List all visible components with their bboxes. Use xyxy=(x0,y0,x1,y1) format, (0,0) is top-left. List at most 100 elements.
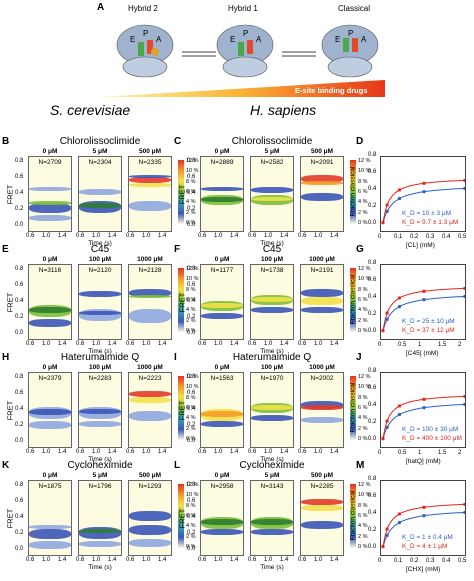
colorbar-tick: 6 % xyxy=(186,512,196,519)
fret-contour-panel: N=2002 xyxy=(300,372,344,448)
trace-count: N=1970 xyxy=(260,375,284,382)
fret-tick: 0.8 xyxy=(15,266,24,272)
time-tick: 1.0 xyxy=(264,341,273,347)
species-right: H. sapiens xyxy=(250,102,317,118)
fret-contour-panel: N=1177 xyxy=(200,264,244,340)
colorbar-tick: 8 % xyxy=(186,178,196,185)
fraction-data-point xyxy=(385,419,389,423)
fret-tick: 0.8 xyxy=(187,374,196,380)
fret-tick: 0.0 xyxy=(187,330,196,336)
time-tick: 1.4 xyxy=(230,557,239,563)
fret-density-band xyxy=(301,521,343,529)
fret-density-band xyxy=(301,417,343,423)
time-tick: 1.4 xyxy=(158,449,167,455)
fret-tick: 0.4 xyxy=(187,514,196,520)
drug-arrow-label: E-site binding drugs xyxy=(295,86,368,95)
fret-contour-panel: N=1970 xyxy=(250,372,294,448)
colorbar-tick: 2 % xyxy=(186,209,196,216)
fraction-x-tick: 1 xyxy=(418,342,422,348)
concentration-label: 500 μM xyxy=(138,472,162,479)
concentration-label: 0 μM xyxy=(42,364,58,371)
time-tick: 1.4 xyxy=(158,341,167,347)
trace-count: N=2120 xyxy=(88,267,112,274)
trace-count: N=2223 xyxy=(138,375,162,382)
fret-tick: 0.2 xyxy=(15,530,24,536)
fraction-data-point xyxy=(397,305,401,309)
trace-count: N=2285 xyxy=(310,483,334,490)
colorbar-tick: 6 % xyxy=(358,188,368,195)
time-tick: 0.6 xyxy=(126,449,135,455)
colorbar-tick: 8 % xyxy=(186,502,196,509)
fret-contour-panel: N=2223 xyxy=(128,372,172,448)
concentration-label: 500 μM xyxy=(138,148,162,155)
time-tick: 1.4 xyxy=(230,449,239,455)
colorbar-tick: 10 % xyxy=(186,168,199,175)
colorbar-tick: 12 % xyxy=(186,374,199,380)
time-tick: 1.0 xyxy=(92,233,101,239)
blue-fit-curve xyxy=(382,511,465,547)
panel-title: Haterumaimide Q xyxy=(232,352,312,363)
concentration-label: 500 μM xyxy=(310,148,334,155)
colorbar xyxy=(178,160,184,224)
fraction-x-tick: 2 xyxy=(458,450,462,456)
fret-tick: 0.4 xyxy=(187,406,196,412)
fraction-tick: 0.2 xyxy=(368,527,377,533)
fret-tick: 0.6 xyxy=(15,282,24,288)
fret-density-band xyxy=(251,307,293,313)
fraction-x-tick: 0.5 xyxy=(458,558,467,564)
time-tick: 0.6 xyxy=(126,233,135,239)
fraction-data-point xyxy=(422,289,426,293)
colorbar-tick: 12 % xyxy=(358,158,371,164)
colorbar-tick: 10 % xyxy=(358,276,371,283)
colorbar-tick: 2 % xyxy=(358,317,368,324)
concentration-label: 1000 μM xyxy=(309,364,335,371)
fraction-data-point xyxy=(463,186,465,190)
fraction-x-tick: 0.2 xyxy=(410,558,419,564)
fret-tick: 0.8 xyxy=(187,158,196,164)
kd-blue-annotation: K_D = 100 ± 30 μM xyxy=(402,426,459,433)
time-tick: 1.4 xyxy=(330,557,339,563)
panel-label-h: H xyxy=(2,352,10,363)
panel-label-l: L xyxy=(174,460,181,471)
fret-density-band xyxy=(79,311,121,315)
panel-label-b: B xyxy=(2,136,10,147)
colorbar-tick: 0 % xyxy=(358,327,368,334)
fret-tick: 0.4 xyxy=(15,298,24,304)
time-tick: 0.6 xyxy=(248,557,257,563)
time-axis-label: Time (s) xyxy=(260,456,284,463)
time-tick: 1.0 xyxy=(314,449,323,455)
blue-fit-curve xyxy=(382,187,465,223)
fraction-x-tick: 0 xyxy=(378,342,382,348)
fret-contour-panel: N=2582 xyxy=(250,156,294,232)
fret-density-band xyxy=(301,297,343,305)
colorbar-tick: 6 % xyxy=(358,512,368,519)
trace-count: N=2191 xyxy=(310,267,334,274)
time-tick: 1.4 xyxy=(330,341,339,347)
concentration-label: 100 μM xyxy=(88,364,112,371)
panel-label-j: J xyxy=(356,352,362,363)
fret-tick: 0.0 xyxy=(15,222,24,228)
fret-tick: 0.0 xyxy=(187,546,196,552)
time-tick: 1.4 xyxy=(58,557,67,563)
trace-count: N=2304 xyxy=(88,159,112,166)
time-tick: 1.4 xyxy=(230,233,239,239)
time-tick: 0.6 xyxy=(126,341,135,347)
fret-density-band xyxy=(29,541,71,549)
panel-label-m: M xyxy=(356,460,365,471)
fraction-x-tick: 0.5 xyxy=(458,234,467,240)
fret-density-band xyxy=(129,391,171,397)
trace-count: N=2582 xyxy=(260,159,284,166)
fret-density-band xyxy=(79,541,121,547)
time-tick: 0.6 xyxy=(26,233,35,239)
fret-tick: 0.4 xyxy=(187,190,196,196)
panel-label-g: G xyxy=(356,244,364,255)
site-a-1: A xyxy=(156,35,162,44)
time-tick: 1.0 xyxy=(142,557,151,563)
fret-density-band xyxy=(129,183,171,187)
fret-tick: 0.2 xyxy=(15,422,24,428)
fraction-data-point xyxy=(385,209,389,213)
fret-contour-panel: N=2304 xyxy=(78,156,122,232)
trace-count: N=3143 xyxy=(260,483,284,490)
fret-tick: 0.6 xyxy=(15,390,24,396)
fret-contour-panel: N=1563 xyxy=(200,372,244,448)
